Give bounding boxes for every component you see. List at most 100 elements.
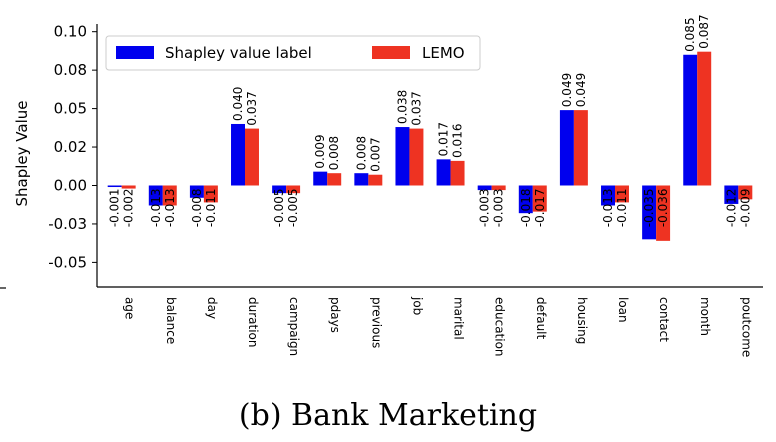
bar	[286, 185, 301, 194]
bar	[245, 128, 259, 186]
category-label: age	[123, 297, 137, 319]
bar	[738, 185, 753, 200]
value-label: -0.013	[601, 188, 615, 227]
value-label: 0.007	[368, 137, 382, 171]
bar	[518, 185, 533, 214]
bar	[162, 185, 177, 206]
category-label: marital	[452, 297, 466, 340]
category-label: default	[534, 297, 548, 340]
axes: 0.10 0.08 0.05 0.02 0.00 -0.03 -0.05	[0, 23, 763, 289]
category-label: housing	[575, 297, 589, 344]
bar	[272, 185, 287, 194]
bar	[189, 185, 204, 198]
value-label: -0.003	[478, 188, 492, 227]
value-label: -0.012	[724, 188, 738, 227]
legend: Shapley value label LEMO	[105, 35, 481, 71]
value-label: -0.009	[738, 188, 752, 227]
value-label: -0.011	[204, 188, 218, 227]
legend-box	[105, 35, 481, 71]
y-tick-label: 0.00	[54, 176, 87, 194]
bar	[532, 185, 547, 212]
value-label: -0.035	[642, 188, 656, 227]
legend-swatch	[116, 46, 154, 59]
value-label: -0.018	[519, 188, 533, 227]
bar	[313, 171, 328, 186]
value-label: -0.001	[108, 188, 122, 227]
category-label: campaign	[287, 297, 301, 356]
value-label: 0.016	[451, 124, 465, 158]
value-label: 0.038	[395, 90, 409, 124]
value-label: -0.008	[190, 188, 204, 227]
value-label: 0.049	[574, 73, 588, 107]
legend-swatch	[372, 46, 410, 59]
bar	[121, 185, 136, 189]
category-label: education	[493, 297, 507, 357]
bar	[368, 174, 383, 186]
bar	[107, 185, 122, 188]
category-label: contact	[657, 297, 671, 342]
value-label: 0.040	[231, 87, 245, 121]
value-label: -0.005	[286, 188, 300, 227]
value-label: 0.049	[560, 73, 574, 107]
y-axis-label: Shapley Value	[13, 101, 31, 207]
category-label: month	[698, 297, 712, 336]
bar	[656, 185, 671, 241]
category-label: poutcome	[739, 297, 753, 357]
value-label: 0.087	[697, 14, 711, 48]
value-label: 0.017	[437, 122, 451, 156]
category-label: pdays	[328, 297, 342, 333]
value-label: -0.003	[492, 188, 506, 227]
value-label: -0.011	[615, 188, 629, 227]
category-label: loan	[616, 297, 630, 323]
y-tick-label: 0.08	[54, 61, 87, 79]
bar	[395, 127, 410, 186]
category-label: previous	[369, 297, 383, 348]
y-axis-title: Shapley Value	[13, 101, 31, 207]
bar	[642, 185, 657, 240]
category-label: day	[205, 297, 219, 319]
value-label: 0.037	[409, 91, 423, 125]
value-label: 0.008	[354, 136, 368, 170]
value-label: 0.085	[683, 17, 697, 51]
bar	[724, 185, 739, 204]
category-label: job	[410, 296, 424, 315]
y-tick-label: 0.02	[54, 138, 87, 156]
bar	[436, 159, 451, 186]
bar	[327, 173, 342, 186]
y-tick-label: -0.05	[48, 253, 87, 271]
bar	[559, 110, 574, 186]
bar-chart: Shapley Value 0.10 0.08 0.05 0.02 0.00 -0.03 -…	[0, 14, 763, 357]
y-tick-label: 0.05	[54, 100, 87, 118]
bar	[683, 54, 698, 186]
y-tick-label: 0.10	[54, 23, 87, 41]
value-label: 0.009	[313, 134, 327, 168]
y-tick-label: -0.03	[48, 215, 87, 233]
bar	[573, 110, 588, 186]
bar	[409, 128, 424, 186]
value-label: -0.013	[163, 188, 177, 227]
bar	[354, 173, 369, 186]
bar	[203, 185, 218, 203]
bar	[491, 185, 506, 191]
bar	[148, 185, 163, 206]
value-labels: -0.001 -0.002 -0.013 -0.013 -0.008 -0.0110.04…	[108, 14, 753, 227]
value-label: 0.037	[245, 91, 259, 125]
value-label: -0.002	[122, 188, 136, 227]
value-label: -0.036	[656, 188, 670, 227]
value-label: 0.008	[327, 136, 341, 170]
legend-label: LEMO	[422, 44, 465, 62]
figure-caption: (b) Bank Marketing	[238, 398, 538, 433]
value-label: -0.013	[149, 188, 163, 227]
bars	[107, 51, 753, 241]
category-labels: age balance day duration campaign pdays previo…	[123, 296, 754, 357]
category-label: duration	[246, 297, 260, 348]
bar	[477, 185, 492, 191]
value-label: -0.005	[272, 188, 286, 227]
bar	[450, 160, 465, 186]
bar	[601, 185, 615, 206]
bar	[231, 123, 245, 186]
value-label: -0.017	[533, 188, 547, 227]
category-label: balance	[164, 297, 178, 344]
bar	[615, 185, 629, 203]
legend-label: Shapley value label	[165, 44, 312, 62]
